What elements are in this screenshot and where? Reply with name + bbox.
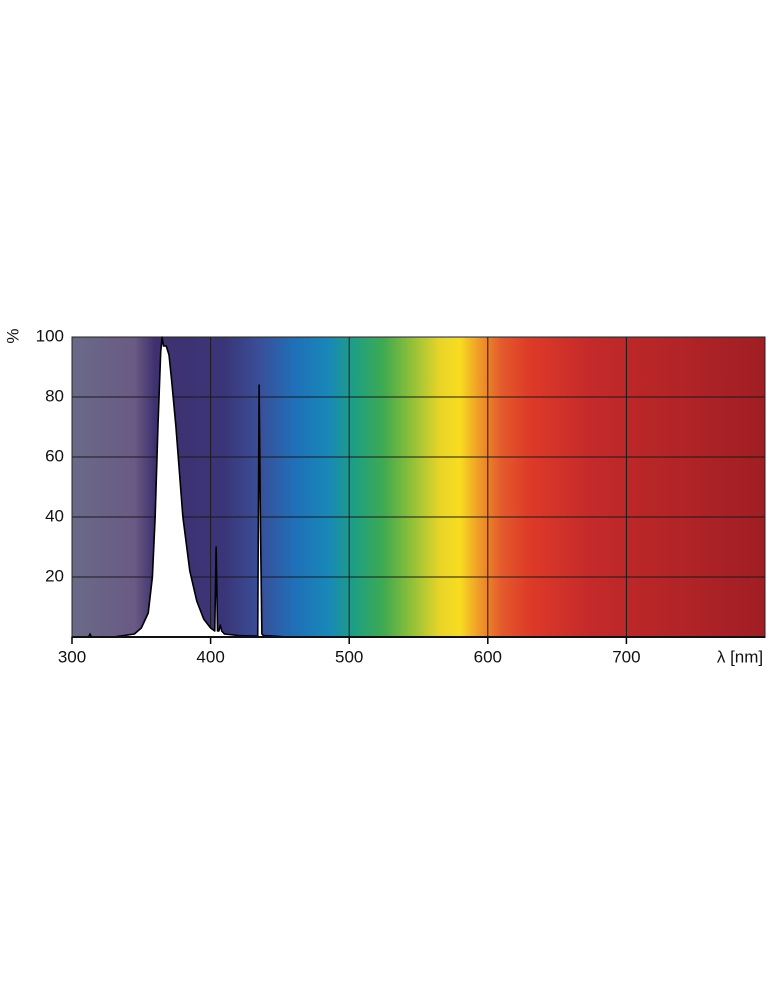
spectrum-area (71, 336, 766, 638)
y-tick-label: 80 (45, 386, 64, 405)
x-tick-label: 400 (196, 647, 224, 666)
y-tick-label: 60 (45, 446, 64, 465)
y-tick-label: 40 (45, 506, 64, 525)
x-tick-label: 600 (474, 647, 502, 666)
x-tick-label: 500 (335, 647, 363, 666)
y-axis-label: % (3, 328, 22, 343)
x-axis-label: λ [nm] (717, 647, 763, 666)
plot-border (71, 336, 766, 638)
y-tick-label: 20 (45, 566, 64, 585)
y-tick-label: 100 (36, 326, 64, 345)
x-tick-label: 300 (58, 647, 86, 666)
x-tick-label: 700 (612, 647, 640, 666)
